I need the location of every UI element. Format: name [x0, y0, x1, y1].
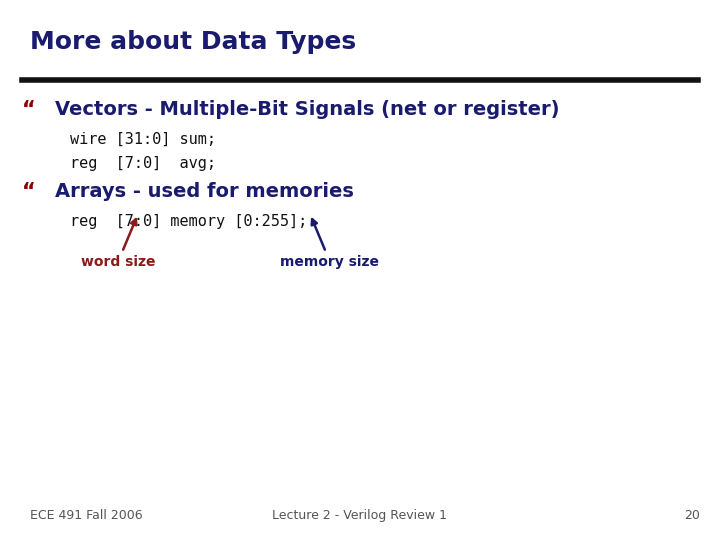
Text: Lecture 2 - Verilog Review 1: Lecture 2 - Verilog Review 1 [272, 509, 448, 522]
Text: reg  [7:0]  avg;: reg [7:0] avg; [70, 156, 216, 171]
Text: Vectors - Multiple-Bit Signals (net or register): Vectors - Multiple-Bit Signals (net or r… [55, 100, 559, 119]
Text: 20: 20 [684, 509, 700, 522]
Text: Arrays - used for memories: Arrays - used for memories [55, 182, 354, 201]
Text: word size: word size [81, 219, 156, 269]
Text: “: “ [22, 182, 36, 202]
Text: More about Data Types: More about Data Types [30, 30, 356, 54]
Text: wire [31:0] sum;: wire [31:0] sum; [70, 132, 216, 147]
Text: ECE 491 Fall 2006: ECE 491 Fall 2006 [30, 509, 143, 522]
Text: reg  [7:0] memory [0:255];: reg [7:0] memory [0:255]; [70, 214, 307, 229]
Text: memory size: memory size [281, 219, 379, 269]
Text: “: “ [22, 100, 36, 120]
